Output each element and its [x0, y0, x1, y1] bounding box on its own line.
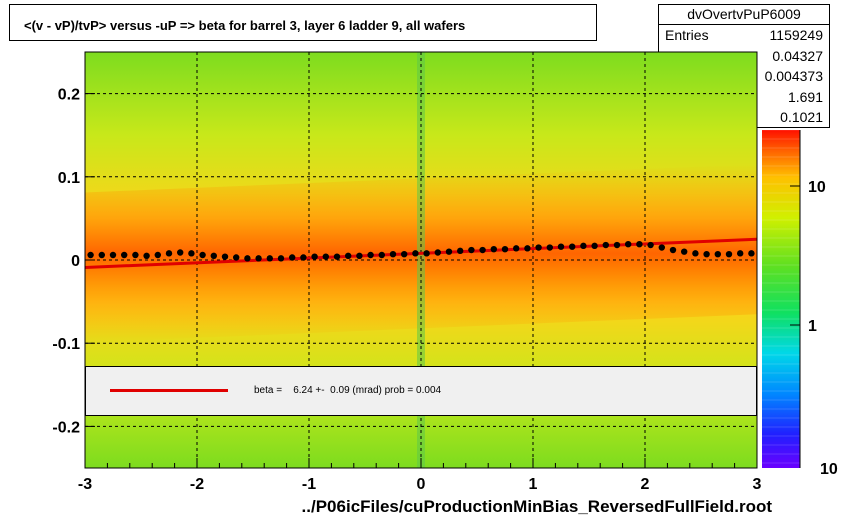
- x-axis-label: ../P06icFiles/cuProductionMinBias_Revers…: [301, 497, 772, 516]
- profile-point: [412, 250, 419, 257]
- profile-point: [244, 255, 251, 262]
- chart-title: <(v - vP)/tvP> versus -uP => beta for ba…: [9, 4, 597, 41]
- profile-point: [647, 241, 654, 249]
- axes: -3 -2 -1 0 1 2 3 -0.2 -0.1 0 0.1 0.2: [52, 51, 762, 493]
- profile-point: [468, 246, 475, 254]
- profile-point: [513, 245, 520, 252]
- colorbar-gradient: [762, 130, 800, 468]
- profile-point: [535, 244, 542, 251]
- legend-text: beta = 6.24 +- 0.09 (mrad) prob = 0.004: [254, 385, 442, 396]
- x-tick-label: -3: [78, 476, 92, 493]
- profile-point: [266, 255, 273, 262]
- profile-point: [557, 243, 565, 250]
- profile-point: [625, 240, 632, 248]
- stats-value: 0.04327: [772, 47, 823, 64]
- profile-point: [367, 251, 374, 259]
- profile-point: [725, 250, 733, 258]
- profile-point: [210, 252, 217, 260]
- x-tick-label: 1: [529, 476, 538, 493]
- stats-value: 1.691: [787, 88, 823, 105]
- profile-point: [233, 254, 240, 261]
- profile-point: [658, 244, 665, 251]
- profile-point: [748, 250, 755, 257]
- grid: [85, 52, 757, 468]
- colorbar-bottom-label: 10: [820, 461, 838, 478]
- colorbar: 1 10 10: [762, 129, 838, 478]
- profile-point: [580, 242, 587, 250]
- fit-line-layer: [84, 237, 758, 269]
- profile-point: [300, 254, 307, 261]
- stats-row-entries: Entries 1159249: [659, 25, 829, 46]
- profile-point: [143, 252, 150, 260]
- fit-legend: beta = 6.24 +- 0.09 (mrad) prob = 0.004: [85, 366, 757, 416]
- profile-point: [636, 240, 643, 248]
- profile-point: [311, 253, 318, 260]
- y-tick-label: -0.1: [52, 336, 80, 353]
- profile-point: [501, 245, 509, 253]
- profile-point: [546, 244, 553, 251]
- profile-point: [322, 253, 329, 260]
- fit-line: [84, 237, 758, 269]
- x-tick-label: 0: [417, 476, 426, 493]
- profile-point: [87, 251, 94, 259]
- profile-point: [109, 251, 117, 259]
- profile-point: [289, 254, 296, 261]
- profile-point: [221, 253, 229, 260]
- profile-point: [255, 255, 262, 262]
- profile-points: [87, 240, 755, 262]
- profile-point: [714, 250, 721, 258]
- profile-point: [356, 252, 363, 260]
- profile-point: [569, 243, 576, 250]
- profile-point: [345, 252, 352, 260]
- x-tick-label: 2: [641, 476, 650, 493]
- x-tick-label: 3: [753, 476, 762, 493]
- profile-point: [378, 251, 385, 259]
- profile-point: [188, 250, 195, 257]
- profile-point: [154, 251, 161, 259]
- profile-point: [479, 246, 486, 254]
- profile-point: [165, 250, 173, 257]
- x-tick-label: -2: [190, 476, 204, 493]
- stats-value: 0.004373: [764, 68, 823, 84]
- profile-point: [98, 251, 106, 259]
- y-tick-label: 0.1: [58, 170, 80, 187]
- profile-point: [737, 250, 744, 257]
- profile-point: [121, 251, 128, 259]
- stats-value: 1159249: [769, 27, 823, 43]
- profile-point: [703, 250, 710, 258]
- x-tick-label: -1: [302, 476, 316, 493]
- profile-point: [681, 248, 688, 255]
- profile-point: [445, 248, 453, 255]
- profile-point: [524, 245, 531, 252]
- stats-value: 0.1021: [780, 109, 823, 125]
- profile-point: [423, 250, 430, 257]
- y-tick-label: 0: [71, 253, 80, 270]
- legend-fit-line: [110, 389, 228, 392]
- profile-point: [669, 246, 677, 254]
- profile-point: [602, 241, 609, 249]
- profile-point: [333, 253, 341, 260]
- profile-point: [177, 249, 184, 256]
- stats-name: dvOvertvPuP6009: [659, 5, 829, 25]
- profile-point: [613, 241, 621, 249]
- colorbar-tick-label: 10: [808, 179, 826, 196]
- profile-point: [434, 249, 441, 256]
- stats-key: Entries: [665, 27, 709, 43]
- profile-point: [199, 251, 206, 259]
- profile-point: [692, 250, 699, 257]
- y-tick-label: 0.2: [58, 87, 80, 104]
- profile-point: [389, 250, 397, 258]
- profile-point: [490, 245, 497, 253]
- profile-point: [401, 250, 408, 258]
- profile-point: [132, 251, 139, 259]
- profile-point: [457, 247, 464, 255]
- colorbar-tick-label: 1: [808, 318, 817, 335]
- profile-point: [591, 242, 598, 250]
- y-tick-label: -0.2: [52, 419, 80, 436]
- profile-point: [277, 255, 285, 262]
